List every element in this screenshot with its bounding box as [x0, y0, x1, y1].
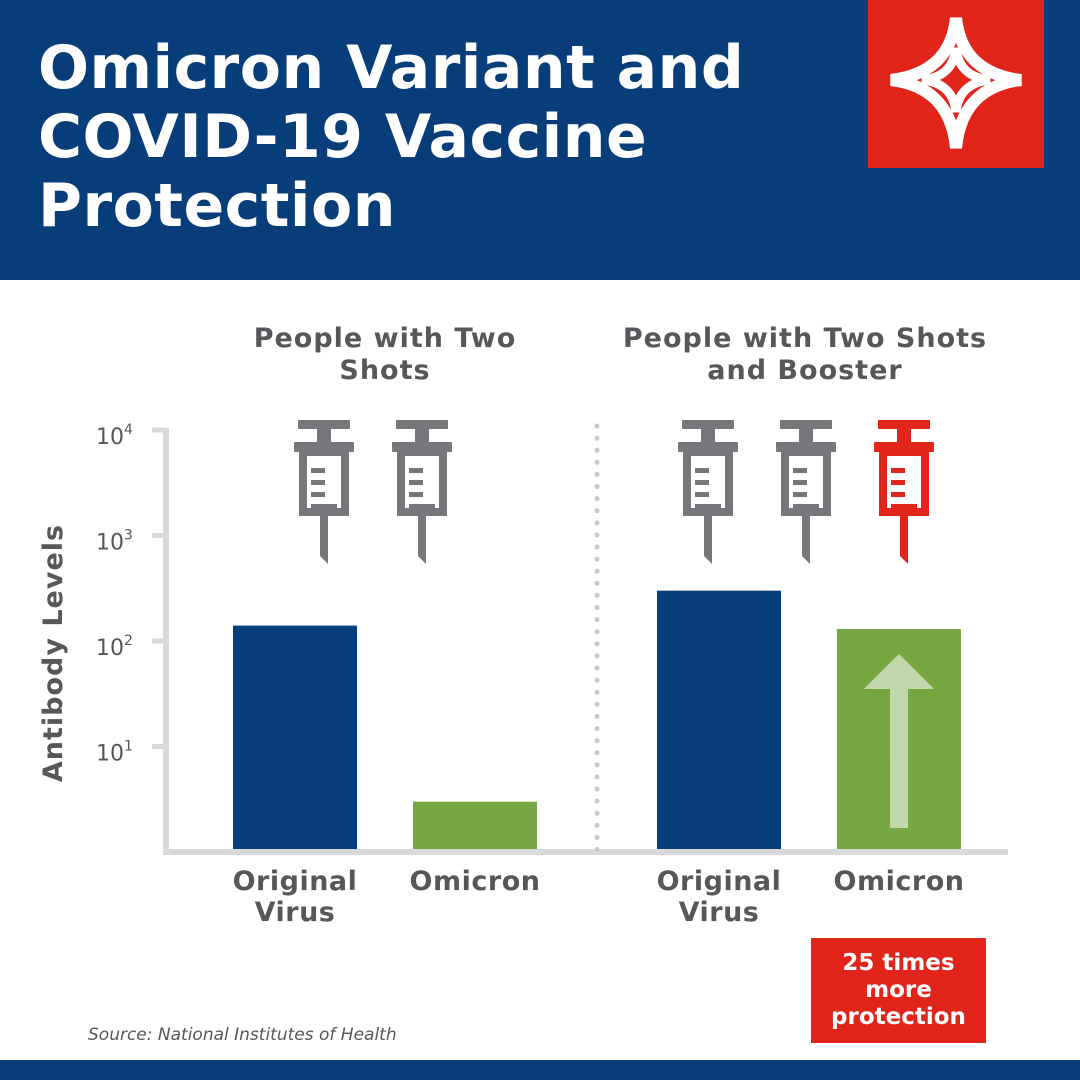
syringe-icon [678, 420, 738, 564]
group-title-two-shots: People with Two Shots [253, 323, 517, 386]
category-label-omicron: Omicron [833, 866, 965, 897]
y-tick-label: 102 [96, 633, 133, 661]
y-axis-label: Antibody Levels [38, 524, 69, 782]
axis-lines [163, 428, 1008, 855]
category-label-original-virus: Original Virus [232, 866, 358, 928]
category-label-omicron: Omicron [409, 866, 541, 897]
callout-text: 25 times more protection [831, 950, 966, 1030]
syringe-icon [874, 420, 934, 564]
source-note: Source: National Institutes of Health [88, 1025, 397, 1045]
bar-original-virus [233, 625, 357, 849]
y-tick-label: 103 [96, 528, 133, 556]
syringe-icon [776, 420, 836, 564]
starburst-logo-icon [890, 17, 1022, 149]
group-title-two-shots-booster: People with Two Shots and Booster [622, 323, 988, 386]
protection-callout-badge: 25 times more protection [811, 938, 986, 1043]
y-tick-label: 104 [96, 422, 133, 450]
bar-original-virus [657, 590, 781, 849]
up-arrow-icon [864, 654, 934, 828]
category-label-original-virus: Original Virus [656, 866, 782, 928]
logo [868, 0, 1044, 168]
header-banner: Omicron Variant and COVID-19 Vaccine Pro… [0, 0, 1080, 280]
syringe-icon [294, 420, 354, 564]
footer-bar [0, 1060, 1080, 1080]
y-tick-label: 101 [96, 739, 133, 767]
bar-omicron [413, 801, 537, 849]
page-title: Omicron Variant and COVID-19 Vaccine Pro… [38, 33, 745, 241]
syringe-icon [392, 420, 452, 564]
